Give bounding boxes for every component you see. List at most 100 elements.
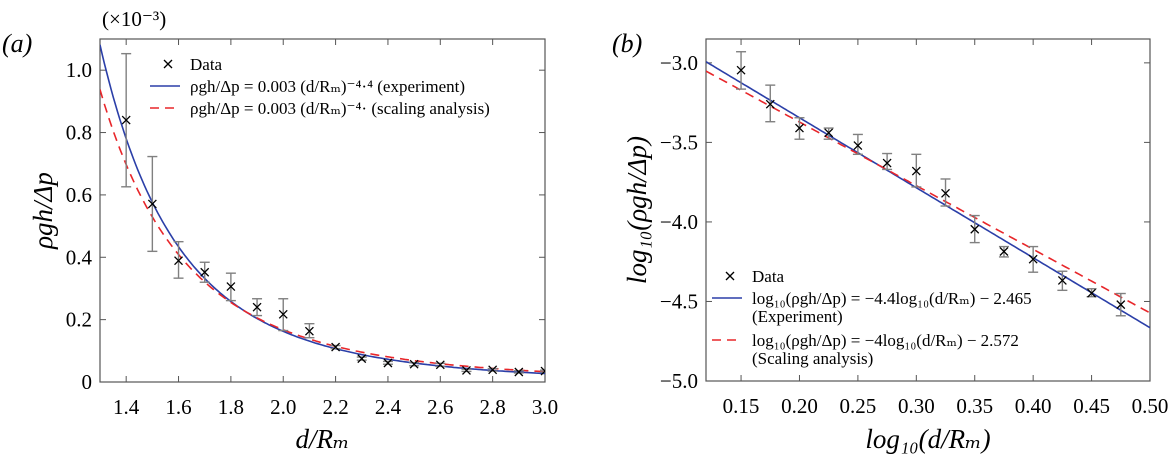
- error-bar: [540, 369, 545, 373]
- x-tick-label: 0.50: [1132, 394, 1169, 418]
- x-marker-stroke: [121, 115, 131, 125]
- y-tick-label: 0.4: [66, 245, 93, 269]
- y-axis-label: ρgh/Δp: [28, 172, 58, 250]
- panel-a: 1.4 1.6 1.8 2.0 2.2 2.4 2.6 2.8 3.0 0 0.2 0.4 0.6 0.8…: [2, 7, 558, 454]
- legend: Data ρgh/Δp = 0.003 (d/Rₘ)⁻⁴·⁴ (experimen…: [150, 55, 490, 118]
- x-tick-label: 0.20: [781, 394, 818, 418]
- panel-label: (b): [612, 29, 642, 58]
- data-point: [278, 309, 288, 319]
- data-point: [252, 302, 262, 312]
- error-bar: [852, 133, 863, 156]
- legend-item: ρgh/Δp = 0.003 (d/Rₘ)⁻⁴·⁴ (experiment): [150, 77, 465, 96]
- x-marker-stroke: [383, 358, 393, 368]
- data-point: [409, 359, 419, 369]
- x-tick-label: 0.30: [898, 394, 935, 418]
- x-marker-stroke: [1057, 276, 1067, 285]
- x-marker-stroke: [736, 65, 746, 75]
- x-tick-label: 2.8: [480, 395, 506, 419]
- data-point: [540, 366, 545, 376]
- x-marker-stroke: [435, 360, 445, 370]
- x-tick-label: 0.40: [1015, 394, 1052, 418]
- y-tick-label: −3.0: [660, 51, 698, 75]
- fit-line-scaling: [706, 70, 1150, 314]
- x-marker-stroke: [765, 99, 775, 109]
- x-marker-stroke: [226, 282, 236, 292]
- x-axis-label: log₁₀(d/Rₘ): [865, 424, 990, 454]
- legend-x-marker: [163, 59, 173, 69]
- x-marker-stroke: [941, 188, 950, 198]
- data-point: [765, 99, 775, 109]
- data-point: [736, 65, 746, 75]
- x-tick-label: 1.6: [165, 395, 191, 419]
- data-point: [970, 224, 980, 234]
- y-tick-label: 0.6: [66, 183, 92, 207]
- data-point: [795, 123, 804, 133]
- x-marker-stroke: [462, 366, 471, 375]
- data-point: [121, 115, 131, 125]
- x-tick-label: 2.6: [427, 395, 453, 419]
- legend-x-marker: [725, 271, 735, 281]
- data-point: [174, 256, 183, 266]
- x-marker-stroke: [409, 359, 419, 369]
- data-point: [200, 267, 210, 277]
- data-point: [435, 360, 445, 370]
- panel-b: 0.15 0.20 0.25 0.30 0.35 0.40 0.45 0.50 −5.0 −4.5…: [612, 29, 1168, 454]
- x-axis-label: d/Rₘ: [295, 424, 349, 454]
- data-point: [304, 326, 314, 336]
- x-marker-stroke: [514, 367, 524, 377]
- x-marker-stroke: [357, 354, 367, 364]
- x-tick-label: 1.4: [113, 395, 140, 419]
- y-tick-label: −4.5: [660, 289, 698, 313]
- data-point: [147, 199, 157, 209]
- x-marker-stroke: [304, 326, 314, 336]
- legend-item: ρgh/Δp = 0.003 (d/Rₘ)⁻⁴· (scaling analys…: [150, 99, 490, 118]
- legend-item: Data: [163, 55, 223, 74]
- y-tick-label: 0.8: [66, 121, 92, 145]
- x-marker-stroke: [970, 224, 980, 234]
- y-tick-label: −3.5: [660, 130, 698, 154]
- x-marker-stroke: [999, 247, 1009, 256]
- y-multiplier: (×10⁻³): [102, 7, 166, 31]
- data-point: [1116, 300, 1126, 310]
- x-tick-label: 2.4: [375, 395, 402, 419]
- data-point: [1057, 276, 1067, 285]
- x-marker-stroke: [278, 309, 288, 319]
- data-point: [853, 141, 863, 151]
- x-marker-stroke: [252, 302, 262, 312]
- x-tick-label: 0.15: [723, 394, 760, 418]
- x-marker-stroke: [540, 370, 545, 376]
- axes-frame: [99, 38, 546, 383]
- y-tick-label: 0.2: [66, 308, 92, 332]
- data-point: [1028, 254, 1038, 264]
- x-marker-stroke: [911, 166, 921, 176]
- legend-label-line2: (Experiment): [752, 307, 843, 326]
- legend-label-line2: (Scaling analysis): [752, 349, 873, 368]
- data-point: [911, 166, 921, 176]
- x-tick-label: 1.8: [218, 395, 244, 419]
- x-marker-stroke: [1087, 288, 1097, 298]
- legend: Data log₁₀(ρgh/Δp) = −4.4log₁₀(d/Rₘ) − 2.…: [712, 267, 1032, 368]
- data-point: [824, 128, 834, 138]
- x-marker-stroke: [147, 199, 157, 209]
- x-tick-label: 2.2: [322, 395, 348, 419]
- legend-label: ρgh/Δp = 0.003 (d/Rₘ)⁻⁴·⁴ (experiment): [190, 77, 465, 96]
- data-point: [357, 354, 367, 364]
- x-marker-stroke: [174, 256, 183, 266]
- data-point: [462, 366, 471, 375]
- x-marker-stroke: [853, 141, 863, 151]
- legend-item: log₁₀(ρgh/Δp) = −4log₁₀(d/Rₘ) − 2.572(Sc…: [712, 331, 1019, 368]
- y-tick-label: −4.0: [660, 210, 698, 234]
- legend-item: log₁₀(ρgh/Δp) = −4.4log₁₀(d/Rₘ) − 2.465(…: [712, 289, 1032, 326]
- data-point: [999, 247, 1009, 256]
- data-point: [383, 358, 393, 368]
- x-marker-stroke: [540, 366, 545, 373]
- fit-line-scaling: [100, 89, 545, 373]
- data-point: [514, 367, 524, 377]
- error-bar: [882, 152, 893, 171]
- legend-item: Data: [725, 267, 785, 286]
- x-marker-stroke: [200, 267, 210, 277]
- data-point: [331, 342, 341, 352]
- x-tick-label: 0.45: [1073, 394, 1110, 418]
- y-axis-label: log₁₀(ρgh/Δp): [622, 136, 652, 284]
- data-point: [941, 188, 950, 198]
